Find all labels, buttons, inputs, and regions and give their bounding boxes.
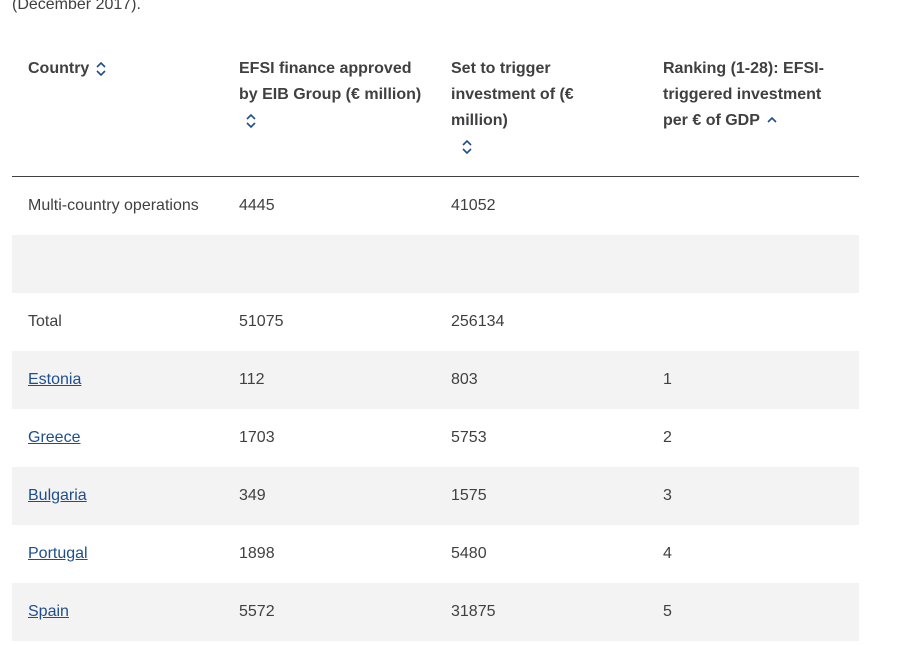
table-header: Country EFSI finance approved by EIB Gro… (12, 46, 859, 177)
cell-efsi-finance: 349 (239, 487, 266, 504)
cell-trigger: 5753 (451, 429, 487, 446)
table-row: Multi-country operations 4445 41052 (12, 177, 859, 235)
table-row: Greece 1703 5753 2 (12, 409, 859, 467)
column-header-country[interactable]: Country (28, 56, 218, 82)
sort-both-icon[interactable] (461, 138, 475, 165)
cell-trigger: 803 (451, 371, 478, 388)
cell-efsi-finance: 112 (239, 371, 265, 388)
cell-efsi-finance: 51075 (239, 313, 284, 330)
column-header-ranking[interactable]: Ranking (1-28): EFSI-triggered investmen… (663, 56, 843, 134)
table-row: Spain 5572 31875 5 (12, 583, 859, 641)
cell-trigger: 256134 (451, 313, 505, 330)
country-link-bulgaria[interactable]: Bulgaria (28, 487, 87, 504)
cell-ranking: 2 (663, 429, 672, 446)
column-header-label: EFSI finance approved by EIB Group (€ mi… (239, 60, 422, 103)
table-row: Total 51075 256134 (12, 293, 859, 351)
table-row: Estonia 112 803 1 (12, 351, 859, 409)
column-header-label: Ranking (1-28): EFSI-triggered investmen… (663, 60, 824, 129)
table-caption: (December 2017). (12, 0, 141, 13)
cell-trigger: 5480 (451, 545, 487, 562)
column-header-label: Set to trigger investment of (€ million) (451, 60, 574, 129)
country-link-greece[interactable]: Greece (28, 429, 81, 446)
cell-ranking: 3 (663, 487, 672, 504)
sort-ascending-icon[interactable] (766, 114, 778, 128)
cell-trigger: 41052 (451, 197, 496, 214)
cell-country: Multi-country operations (28, 197, 199, 214)
country-link-estonia[interactable]: Estonia (28, 371, 82, 388)
column-header-trigger[interactable]: Set to trigger investment of (€ million) (451, 56, 631, 165)
cell-efsi-finance: 4445 (239, 197, 275, 214)
sort-both-icon[interactable] (245, 112, 257, 130)
column-header-efsi-finance[interactable]: EFSI finance approved by EIB Group (€ mi… (239, 56, 429, 134)
table-row (12, 235, 859, 293)
column-header-label: Country (28, 60, 90, 77)
country-link-spain[interactable]: Spain (28, 603, 69, 620)
cell-ranking: 5 (663, 603, 672, 620)
sort-both-icon[interactable] (95, 60, 107, 78)
country-link-portugal[interactable]: Portugal (28, 545, 88, 562)
cell-ranking: 4 (663, 545, 672, 562)
cell-country: Total (28, 313, 62, 330)
cell-ranking: 1 (663, 371, 672, 388)
cell-efsi-finance: 1703 (239, 429, 275, 446)
cell-trigger: 31875 (451, 603, 496, 620)
table-row: Portugal 1898 5480 4 (12, 525, 859, 583)
efsi-country-table: Country EFSI finance approved by EIB Gro… (12, 46, 859, 641)
cell-efsi-finance: 1898 (239, 545, 275, 562)
cell-efsi-finance: 5572 (239, 603, 275, 620)
table-row: Bulgaria 349 1575 3 (12, 467, 859, 525)
cell-trigger: 1575 (451, 487, 487, 504)
